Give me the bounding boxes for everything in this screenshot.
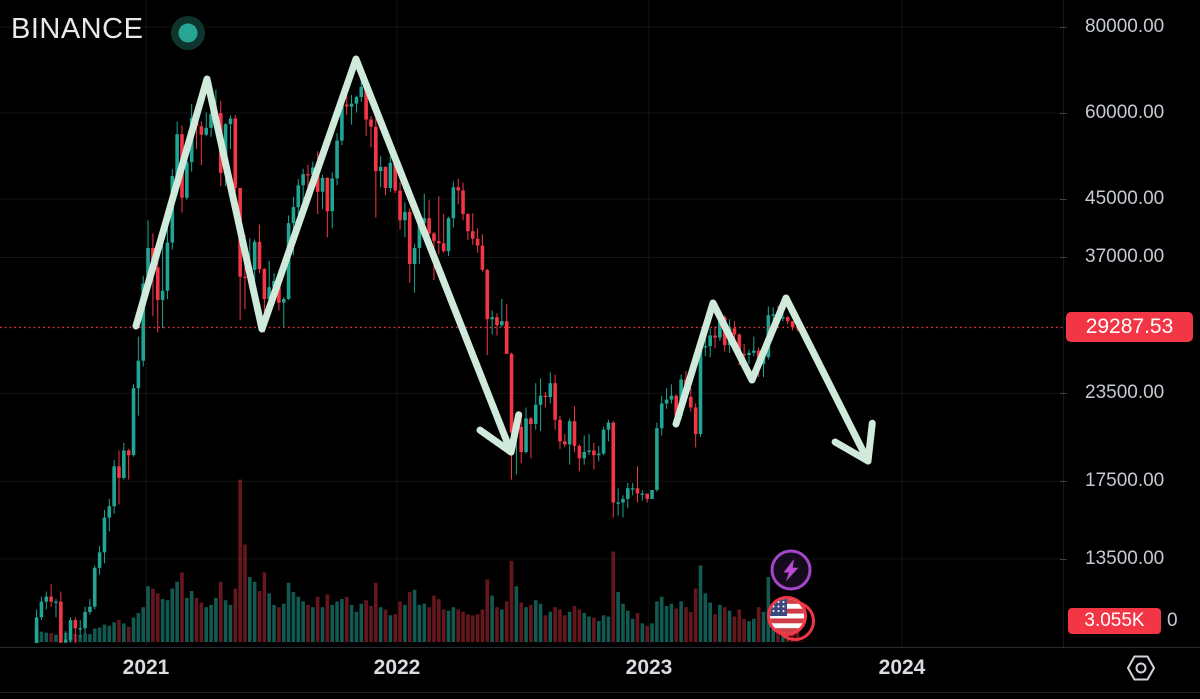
volume-zero-label: 0 bbox=[1167, 610, 1178, 631]
time-axis-label: 2023 bbox=[625, 656, 673, 679]
price-axis-tick bbox=[1060, 27, 1067, 28]
price-axis-label: 23500.00 bbox=[1085, 382, 1165, 403]
price-axis-label: 60000.00 bbox=[1085, 102, 1165, 123]
price-axis-label: 45000.00 bbox=[1085, 188, 1165, 209]
price-axis-tick bbox=[1060, 481, 1067, 482]
candlestick-chart[interactable] bbox=[0, 0, 1063, 647]
price-axis-tick bbox=[1060, 113, 1067, 114]
price-axis-tick bbox=[1060, 257, 1067, 258]
price-axis-tick bbox=[1060, 393, 1067, 394]
volume-badge: 3.055K bbox=[1068, 608, 1161, 634]
time-axis-label: 2024 bbox=[878, 656, 926, 679]
price-axis[interactable] bbox=[1063, 0, 1200, 647]
price-axis-label: 80000.00 bbox=[1085, 16, 1165, 37]
us-flag-icon[interactable] bbox=[765, 594, 817, 644]
last-price-badge: 29287.53 bbox=[1066, 312, 1193, 342]
time-axis-separator bbox=[0, 647, 1200, 648]
symbol-label[interactable]: BINANCE bbox=[11, 13, 144, 45]
last-price-value: 29287.53 bbox=[1085, 315, 1174, 338]
price-axis-label: 37000.00 bbox=[1085, 246, 1165, 267]
price-axis-tick bbox=[1060, 199, 1067, 200]
volume-value: 3.055K bbox=[1084, 610, 1145, 631]
hexagon-settings-icon[interactable] bbox=[1121, 648, 1161, 688]
price-axis-label: 13500.00 bbox=[1085, 548, 1165, 569]
time-axis-label: 2022 bbox=[373, 656, 421, 679]
time-axis-label: 2021 bbox=[122, 656, 170, 679]
lightning-bolt-icon[interactable] bbox=[769, 548, 813, 592]
chart-canvas[interactable] bbox=[0, 0, 1063, 647]
bottom-edge-separator bbox=[0, 692, 1200, 693]
price-axis-tick bbox=[1060, 559, 1067, 560]
price-axis-label: 17500.00 bbox=[1085, 470, 1165, 491]
market-status-dot-icon bbox=[171, 16, 205, 50]
